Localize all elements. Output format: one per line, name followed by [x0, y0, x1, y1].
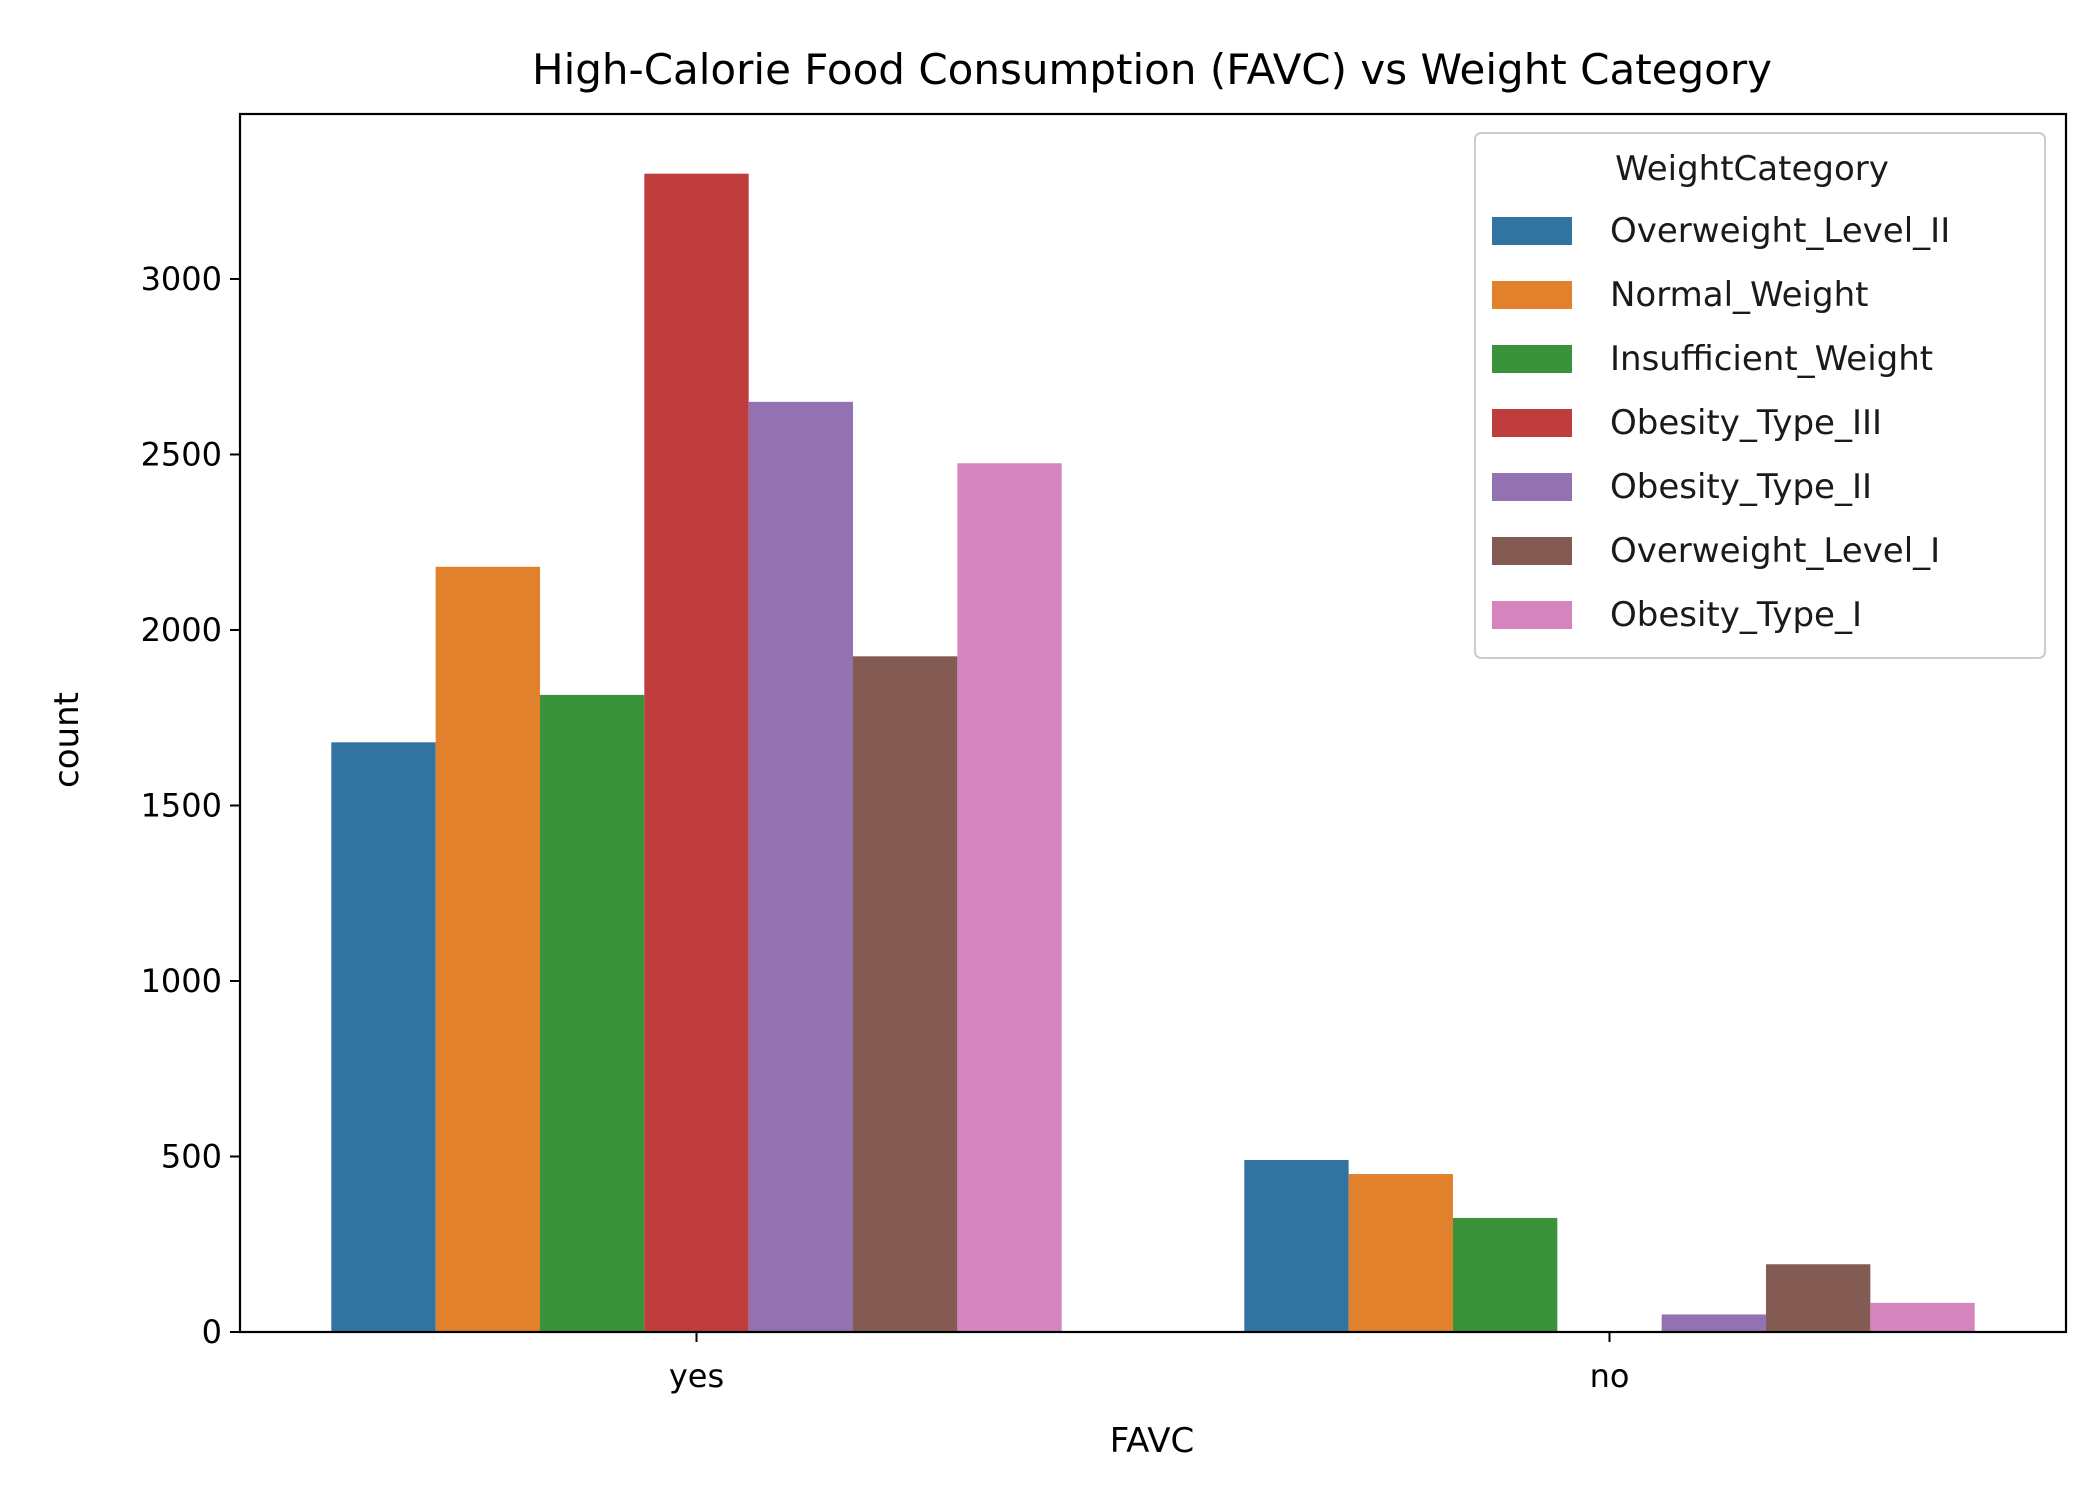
- y-tick-label: 1500: [141, 786, 222, 824]
- bar-insufficient-weight-no: [1452, 1217, 1558, 1332]
- y-tick-label: 500: [161, 1137, 222, 1175]
- legend-box: [1474, 132, 2046, 659]
- legend-label-overweight-level-ii: Overweight_Level_II: [1610, 211, 1950, 251]
- bar-insufficient-weight-yes: [539, 694, 645, 1332]
- bar-obesity-type-ii-no: [1661, 1314, 1767, 1332]
- y-tick-label: 2000: [141, 611, 222, 649]
- legend-label-overweight-level-i: Overweight_Level_I: [1610, 531, 1940, 571]
- y-tick-label: 1000: [141, 962, 222, 1000]
- y-tick-label: 0: [202, 1313, 222, 1351]
- bar-obesity-type-ii-yes: [748, 401, 854, 1332]
- legend-swatch-overweight-level-i: [1492, 537, 1572, 565]
- legend-swatch-obesity-type-i: [1492, 601, 1572, 629]
- legend-label-obesity-type-ii: Obesity_Type_II: [1610, 467, 1872, 507]
- legend-swatch-insufficient-weight: [1492, 345, 1572, 373]
- y-axis-label: count: [47, 692, 87, 788]
- bar-overweight-level-i-no: [1766, 1264, 1871, 1332]
- legend-title: WeightCategory: [1615, 149, 1889, 189]
- y-tick-label: 3000: [141, 260, 222, 298]
- legend: WeightCategory Overweight_Level_II Normal…: [1474, 132, 2046, 659]
- legend-swatch-obesity-type-iii: [1492, 409, 1572, 437]
- bar-normal-weight-no: [1348, 1174, 1453, 1332]
- legend-label-obesity-type-i: Obesity_Type_I: [1610, 595, 1862, 635]
- bar-obesity-type-i-no: [1870, 1302, 1975, 1332]
- plot-frame: [238, 112, 2068, 1334]
- legend-label-normal-weight: Normal_Weight: [1610, 275, 1868, 315]
- legend-label-obesity-type-iii: Obesity_Type_III: [1610, 403, 1882, 443]
- y-axis: 0 500 1000 1500 2000 2500 3000: [141, 260, 240, 1351]
- bar-overweight-level-ii-no: [1244, 1160, 1349, 1332]
- bar-overweight-level-ii-yes: [331, 742, 436, 1332]
- legend-swatch-overweight-level-ii: [1492, 217, 1572, 245]
- bar-obesity-type-i-yes: [957, 463, 1062, 1332]
- x-tick-label-no: no: [1590, 1357, 1630, 1395]
- x-axis-label: FAVC: [1110, 1421, 1195, 1461]
- legend-label-insufficient-weight: Insufficient_Weight: [1610, 339, 1933, 379]
- x-axis: yes no: [669, 1332, 1630, 1395]
- bar-obesity-type-iii-yes: [644, 173, 749, 1332]
- bars-layer: [331, 173, 1975, 1332]
- legend-swatch-obesity-type-ii: [1492, 473, 1572, 501]
- bar-overweight-level-i-yes: [853, 656, 958, 1332]
- y-tick-label: 2500: [141, 435, 222, 473]
- legend-swatch-normal-weight: [1492, 281, 1572, 309]
- bar-normal-weight-yes: [435, 566, 540, 1332]
- x-tick-label-yes: yes: [669, 1357, 724, 1395]
- chart-title: High-Calorie Food Consumption (FAVC) vs …: [532, 45, 1772, 94]
